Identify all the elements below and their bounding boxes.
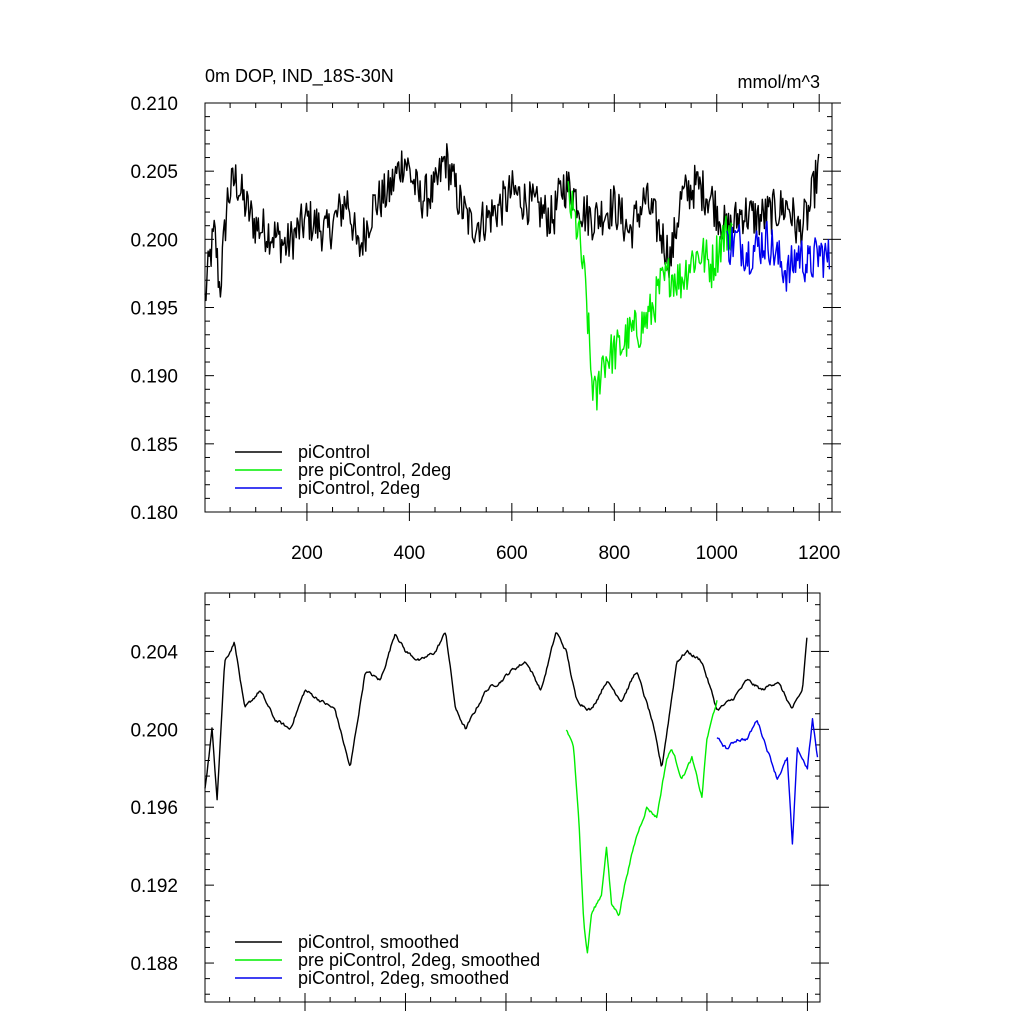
series-line-1 xyxy=(204,632,808,801)
x-tick-label: 800 xyxy=(598,543,630,564)
x-tick-label: 1200 xyxy=(798,543,840,564)
y-tick-label: 0.200 xyxy=(130,720,178,741)
y-tick-label: 0.185 xyxy=(130,435,178,456)
y-tick-label: 0.195 xyxy=(130,299,178,320)
y-tick-label: 0.210 xyxy=(130,94,178,115)
y-tick-label: 0.190 xyxy=(130,367,178,388)
y-tick-label: 0.192 xyxy=(130,876,178,897)
units-label: mmol/m^3 xyxy=(738,72,820,92)
legend-label: piControl, 2deg, smoothed xyxy=(298,968,509,988)
x-tick-label: 600 xyxy=(496,543,528,564)
chart-title: 0m DOP, IND_18S-30N xyxy=(205,66,394,87)
y-tick-label: 0.204 xyxy=(130,642,178,663)
x-tick-label: 200 xyxy=(291,543,323,564)
legend-label: piControl xyxy=(298,442,370,462)
legend-label: pre piControl, 2deg xyxy=(298,460,451,480)
series-line-2 xyxy=(565,700,718,954)
series-line-3 xyxy=(726,220,831,292)
series-line-2 xyxy=(567,181,733,411)
y-tick-label: 0.188 xyxy=(130,954,178,975)
y-tick-label: 0.196 xyxy=(130,798,178,819)
plot-frame xyxy=(204,592,821,1003)
legend-label: pre piControl, 2deg, smoothed xyxy=(298,950,540,970)
y-tick-label: 0.205 xyxy=(130,162,178,183)
y-tick-label: 0.180 xyxy=(130,503,178,524)
x-tick-label: 1000 xyxy=(696,543,738,564)
y-tick-label: 0.200 xyxy=(130,230,178,251)
legend-label: piControl, 2deg xyxy=(298,478,420,498)
x-tick-label: 400 xyxy=(394,543,426,564)
series-line-1 xyxy=(204,143,820,302)
legend-label: piControl, smoothed xyxy=(298,932,459,952)
series-line-3 xyxy=(716,718,819,845)
